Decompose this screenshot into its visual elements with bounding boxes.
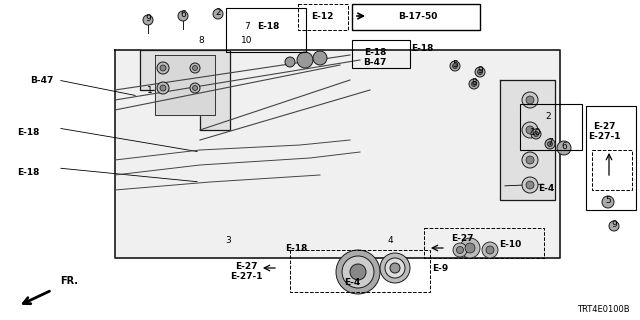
Text: E-18: E-18 <box>411 44 433 53</box>
Text: E-4: E-4 <box>538 184 554 193</box>
Circle shape <box>336 250 380 294</box>
Text: B-47: B-47 <box>364 58 387 67</box>
Circle shape <box>557 141 571 155</box>
Text: E-18: E-18 <box>285 244 307 253</box>
Circle shape <box>465 243 475 253</box>
Circle shape <box>157 62 169 74</box>
Circle shape <box>522 92 538 108</box>
Circle shape <box>526 156 534 164</box>
Bar <box>352 4 480 30</box>
Circle shape <box>385 258 405 278</box>
Text: E-4: E-4 <box>344 278 360 287</box>
Circle shape <box>452 63 458 68</box>
Circle shape <box>178 11 188 21</box>
Circle shape <box>190 63 200 73</box>
Circle shape <box>531 129 541 139</box>
Circle shape <box>380 253 410 283</box>
Circle shape <box>460 238 480 258</box>
Text: E-27: E-27 <box>235 262 257 271</box>
Circle shape <box>534 132 538 137</box>
Text: 9: 9 <box>145 14 151 23</box>
Text: 5: 5 <box>605 196 611 205</box>
Circle shape <box>190 83 200 93</box>
Circle shape <box>342 256 374 288</box>
Circle shape <box>486 246 494 254</box>
Text: FR.: FR. <box>60 276 78 286</box>
Circle shape <box>522 122 538 138</box>
Text: 10: 10 <box>531 128 541 137</box>
Circle shape <box>526 126 534 134</box>
Text: 7: 7 <box>547 138 553 147</box>
Circle shape <box>450 61 460 71</box>
Text: E-18: E-18 <box>17 128 39 137</box>
Circle shape <box>453 243 467 257</box>
Polygon shape <box>155 55 215 115</box>
Circle shape <box>456 246 463 253</box>
Text: E-27: E-27 <box>593 122 615 131</box>
Text: 8: 8 <box>471 78 477 87</box>
Circle shape <box>547 141 552 147</box>
Circle shape <box>157 82 169 94</box>
Text: E-18: E-18 <box>364 48 386 57</box>
Bar <box>592 150 632 190</box>
Circle shape <box>522 177 538 193</box>
Text: 2: 2 <box>545 112 551 121</box>
Circle shape <box>193 66 198 70</box>
Text: 6: 6 <box>561 142 567 151</box>
Circle shape <box>482 242 498 258</box>
Bar <box>520 104 582 150</box>
Text: E-9: E-9 <box>432 264 448 273</box>
Circle shape <box>285 57 295 67</box>
Circle shape <box>522 152 538 168</box>
Circle shape <box>213 9 223 19</box>
Text: 9: 9 <box>611 220 617 229</box>
Circle shape <box>545 139 555 149</box>
Text: B-47: B-47 <box>30 76 54 85</box>
Text: 7: 7 <box>244 22 250 31</box>
Circle shape <box>143 15 153 25</box>
Circle shape <box>477 69 483 75</box>
Text: B-17-50: B-17-50 <box>398 12 438 21</box>
Bar <box>586 106 636 210</box>
Text: 1: 1 <box>147 86 153 95</box>
Text: E-27-1: E-27-1 <box>588 132 620 141</box>
Bar <box>290 250 430 292</box>
Circle shape <box>602 196 614 208</box>
Circle shape <box>193 85 198 91</box>
Polygon shape <box>140 50 230 130</box>
Circle shape <box>475 67 485 77</box>
Text: 2: 2 <box>215 8 221 17</box>
Text: E-12: E-12 <box>311 12 333 21</box>
Text: 9: 9 <box>477 66 483 75</box>
Circle shape <box>609 221 619 231</box>
Bar <box>226 8 306 52</box>
Text: 10: 10 <box>241 36 253 45</box>
Bar <box>352 40 410 68</box>
Text: E-10: E-10 <box>499 240 521 249</box>
Circle shape <box>160 65 166 71</box>
Circle shape <box>390 263 400 273</box>
Text: E-27-1: E-27-1 <box>230 272 262 281</box>
Text: E-18: E-18 <box>257 22 279 31</box>
Text: 4: 4 <box>387 236 393 245</box>
Text: 8: 8 <box>198 36 204 45</box>
Text: E-27: E-27 <box>451 234 473 243</box>
Text: TRT4E0100B: TRT4E0100B <box>577 305 630 314</box>
Text: E-18: E-18 <box>17 168 39 177</box>
Text: 3: 3 <box>225 236 231 245</box>
Polygon shape <box>500 80 555 200</box>
Text: 5: 5 <box>452 60 458 69</box>
Circle shape <box>160 85 166 91</box>
Circle shape <box>526 96 534 104</box>
Circle shape <box>297 52 313 68</box>
Text: 6: 6 <box>180 10 186 19</box>
Circle shape <box>313 51 327 65</box>
Polygon shape <box>115 50 560 258</box>
Circle shape <box>526 181 534 189</box>
Bar <box>298 4 348 30</box>
Circle shape <box>350 264 366 280</box>
Circle shape <box>472 82 477 86</box>
Circle shape <box>469 79 479 89</box>
Bar <box>424 228 544 258</box>
